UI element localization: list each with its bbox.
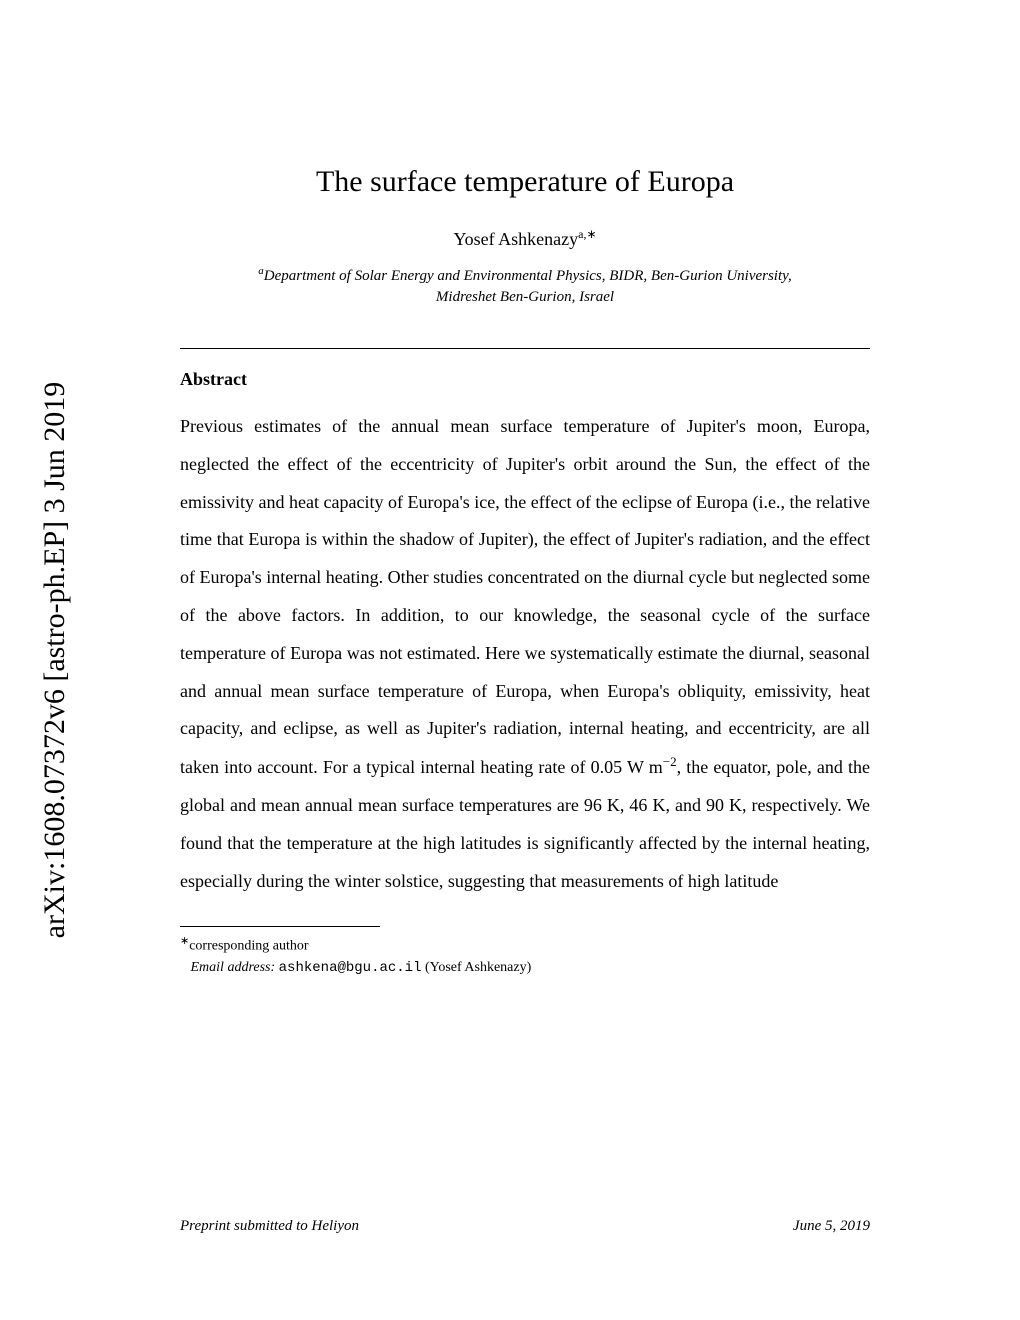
- abstract-body: Previous estimates of the annual mean su…: [180, 408, 870, 900]
- affiliation-text: Department of Solar Energy and Environme…: [264, 268, 792, 305]
- author-marker: a,∗: [578, 227, 596, 241]
- footnote-email-label: Email address:: [191, 960, 276, 975]
- affiliation: aDepartment of Solar Energy and Environm…: [180, 264, 870, 308]
- page-footer: Preprint submitted to Heliyon June 5, 20…: [180, 1218, 870, 1235]
- abstract-text-post: , the equator, pole, and the global and …: [180, 757, 870, 890]
- footnote-rule: [180, 926, 380, 927]
- abstract-exponent: −2: [663, 754, 677, 769]
- footnote-corresponding: ∗corresponding author: [180, 933, 870, 957]
- rule-top: [180, 348, 870, 349]
- arxiv-identifier: arXiv:1608.07372v6 [astro-ph.EP] 3 Jun 2…: [38, 210, 72, 1110]
- footnote-corresponding-marker: ∗: [180, 935, 189, 947]
- footnote-email-name: (Yosef Ashkenazy): [425, 960, 531, 975]
- paper-title: The surface temperature of Europa: [180, 165, 870, 199]
- footer-right: June 5, 2019: [793, 1218, 870, 1235]
- footnote-email-address: ashkena@bgu.ac.il: [279, 960, 422, 976]
- author-name: Yosef Ashkenazy: [453, 229, 578, 249]
- author-line: Yosef Ashkenazya,∗: [180, 227, 870, 250]
- paper-content: The surface temperature of Europa Yosef …: [180, 165, 870, 979]
- abstract-text-pre: Previous estimates of the annual mean su…: [180, 416, 870, 777]
- abstract-heading: Abstract: [180, 369, 870, 390]
- footer-left: Preprint submitted to Heliyon: [180, 1218, 359, 1235]
- footnote-corresponding-text: corresponding author: [189, 939, 308, 954]
- footnote-email: Email address: ashkena@bgu.ac.il (Yosef …: [180, 957, 870, 979]
